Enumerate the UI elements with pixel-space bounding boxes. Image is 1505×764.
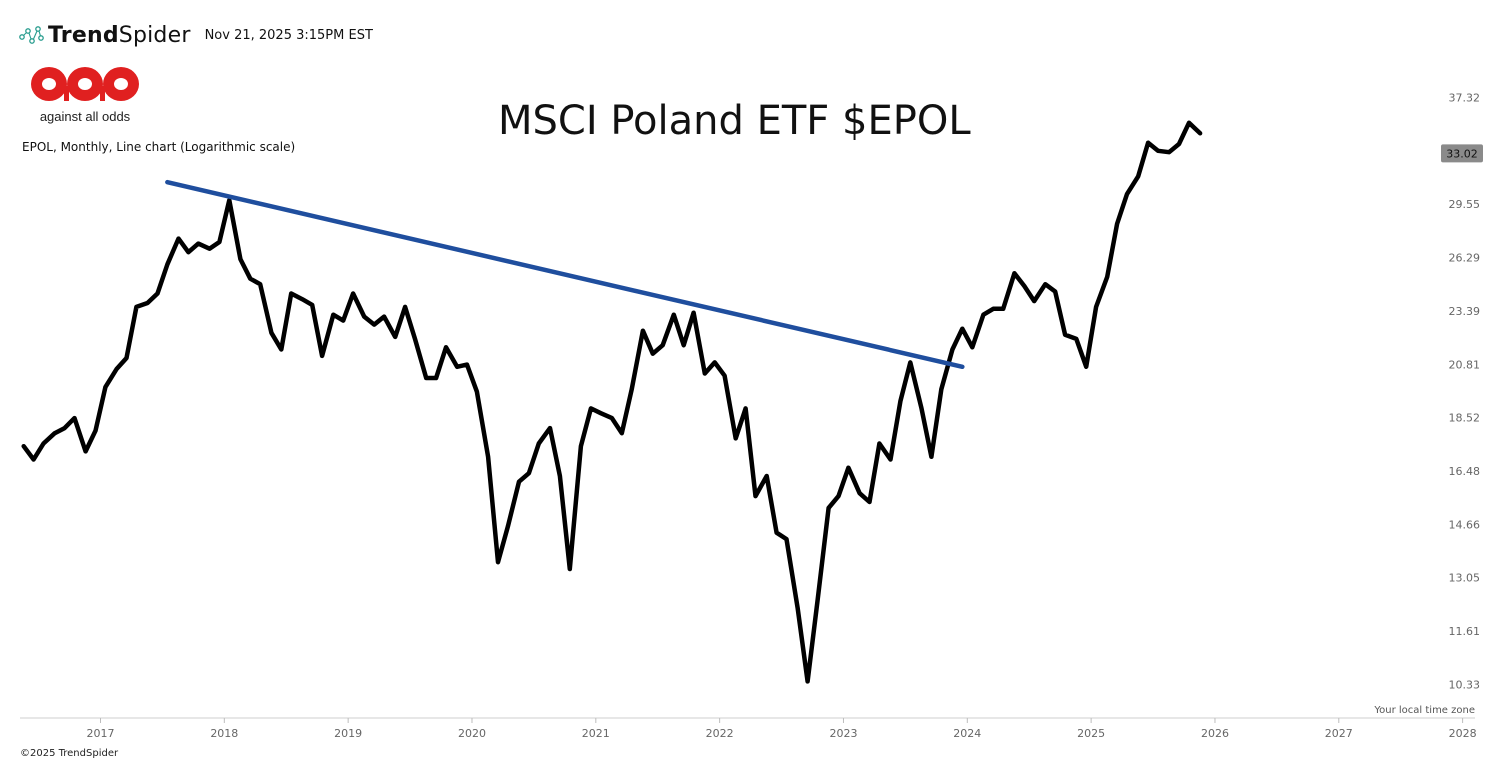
x-tick-label: 2018 <box>210 727 238 740</box>
y-tick-label: 10.33 <box>1449 679 1481 692</box>
x-tick-label: 2028 <box>1449 727 1477 740</box>
chart-title: MSCI Poland ETF $EPOL <box>498 98 971 144</box>
brand-name: TrendSpider <box>48 23 191 48</box>
x-tick-label: 2017 <box>86 727 114 740</box>
last-price-badge <box>1441 144 1483 163</box>
x-tick-label: 2022 <box>706 727 734 740</box>
plot-area <box>21 120 1203 684</box>
header: TrendSpider Nov 21, 2025 3:15PM EST <box>18 20 373 50</box>
x-tick-label: 2020 <box>458 727 486 740</box>
trend-line[interactable] <box>165 179 965 370</box>
aao-logo-icon <box>31 67 139 101</box>
x-tick-label: 2026 <box>1201 727 1229 740</box>
chart-subtitle: EPOL, Monthly, Line chart (Logarithmic s… <box>22 140 296 154</box>
price-series-line <box>21 120 1203 684</box>
timezone-label[interactable]: Your local time zone <box>1374 705 1475 716</box>
y-axis: 37.32 29.55 26.29 23.39 20.81 18.52 16.48 14.66… <box>1441 91 1483 692</box>
aao-logo: against all odds <box>30 66 140 124</box>
brand-name-bold: Trend <box>48 22 119 48</box>
y-tick-label: 20.81 <box>1449 358 1481 371</box>
last-price-label: 33.02 <box>1446 147 1478 160</box>
x-tick-label: 2025 <box>1077 727 1105 740</box>
trendspider-logo-icon <box>18 23 44 47</box>
x-tick-label: 2021 <box>582 727 610 740</box>
x-axis: 2017 2018 2019 2020 2021 2022 2023 2024 2025 2026… <box>20 717 1477 740</box>
y-tick-label: 26.29 <box>1449 252 1481 265</box>
y-tick-label: 16.48 <box>1449 465 1481 478</box>
y-tick-label: 11.61 <box>1449 625 1481 638</box>
timestamp: Nov 21, 2025 3:15PM EST <box>204 27 373 43</box>
y-tick-label: 14.66 <box>1449 518 1481 531</box>
x-tick-label: 2023 <box>829 727 857 740</box>
brand-name-rest: Spider <box>118 22 191 48</box>
y-tick-label: 13.05 <box>1449 572 1481 585</box>
x-tick-label: 2019 <box>334 727 362 740</box>
y-tick-label: 23.39 <box>1449 305 1481 318</box>
y-tick-label: 37.32 <box>1449 91 1481 104</box>
y-tick-label: 29.55 <box>1449 198 1481 211</box>
y-tick-label: 18.52 <box>1449 412 1481 425</box>
aao-tagline: against all odds <box>39 109 131 124</box>
copyright: ©2025 TrendSpider <box>20 748 119 759</box>
x-tick-label: 2027 <box>1325 727 1353 740</box>
x-tick-label: 2024 <box>953 727 981 740</box>
